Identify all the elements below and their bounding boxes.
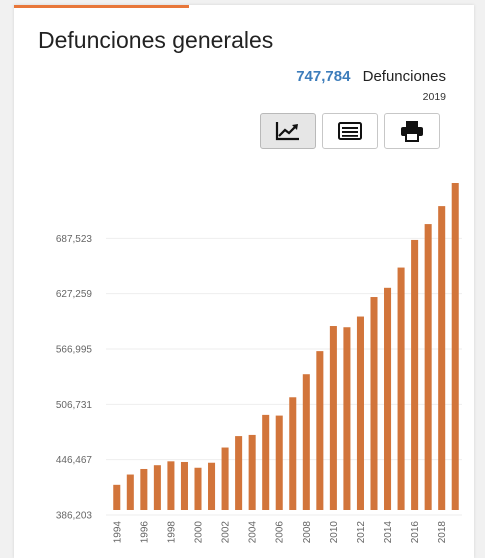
bar-2001[interactable]: [208, 462, 216, 510]
x-tick-label: 2000: [194, 521, 205, 544]
y-tick-label: 566,995: [56, 344, 93, 355]
bar-2014[interactable]: [384, 287, 392, 510]
bar-2003[interactable]: [235, 436, 243, 510]
x-tick-label: 2004: [248, 521, 259, 544]
x-tick-label: 2006: [275, 521, 286, 544]
bar-2000[interactable]: [194, 467, 202, 510]
x-tick-label: 2016: [410, 521, 421, 544]
stat-value: 747,784: [296, 68, 351, 85]
bar-1995[interactable]: [126, 474, 134, 510]
table-view-button[interactable]: [322, 113, 378, 149]
bar-2019[interactable]: [451, 183, 459, 510]
bar-2013[interactable]: [370, 297, 378, 510]
bar-1997[interactable]: [153, 465, 161, 510]
x-tick-label: 2014: [383, 521, 394, 544]
bar-1994[interactable]: [113, 484, 121, 510]
bar-2004[interactable]: [248, 434, 256, 510]
bar-2010[interactable]: [329, 326, 337, 510]
y-tick-label: 386,203: [56, 511, 93, 522]
line-chart-icon: [275, 122, 299, 141]
bar-2002[interactable]: [221, 447, 229, 510]
print-button[interactable]: [384, 113, 440, 149]
bar-2006[interactable]: [275, 415, 283, 510]
x-tick-label: 1996: [139, 521, 150, 544]
x-tick-label: 2010: [329, 521, 340, 544]
bar-1998[interactable]: [167, 461, 175, 510]
stat-label: Defunciones: [362, 68, 446, 85]
bar-2008[interactable]: [302, 374, 310, 510]
bar-2009[interactable]: [316, 351, 324, 510]
summary-stat: 747,784 Defunciones: [296, 68, 446, 85]
bar-2015[interactable]: [397, 267, 405, 510]
bar-2018[interactable]: [438, 206, 446, 510]
bar-1996[interactable]: [140, 468, 148, 510]
x-tick-label: 1994: [112, 521, 123, 544]
y-tick-label: 506,731: [56, 400, 93, 411]
bar-2016[interactable]: [411, 239, 419, 510]
bar-chart: 386,203 446,467 506,731 566,995 627,259 687,5…: [56, 183, 462, 544]
y-tick-label: 627,259: [56, 289, 93, 300]
printer-icon: [401, 121, 423, 142]
table-list-icon: [338, 122, 362, 140]
chart-view-button[interactable]: [260, 113, 316, 149]
x-tick-label: 2018: [437, 521, 448, 544]
x-tick-label: 2002: [221, 521, 232, 544]
bar-2011[interactable]: [343, 327, 351, 510]
bar-2005[interactable]: [262, 414, 270, 510]
accent-bar: [14, 5, 189, 8]
y-tick-label: 446,467: [56, 455, 93, 466]
stat-year: 2019: [422, 91, 446, 103]
bar-2012[interactable]: [356, 316, 364, 510]
x-tick-label: 2008: [302, 521, 313, 544]
page-title: Defunciones generales: [38, 27, 274, 53]
bar-2017[interactable]: [424, 224, 432, 510]
y-tick-label: 687,523: [56, 234, 93, 245]
chart-card: Defunciones generales 747,784 Defuncione…: [14, 5, 474, 558]
bar-1999[interactable]: [180, 461, 188, 510]
x-tick-label: 1998: [166, 521, 177, 544]
bar-2007[interactable]: [289, 397, 297, 510]
x-tick-label: 2012: [356, 521, 367, 544]
